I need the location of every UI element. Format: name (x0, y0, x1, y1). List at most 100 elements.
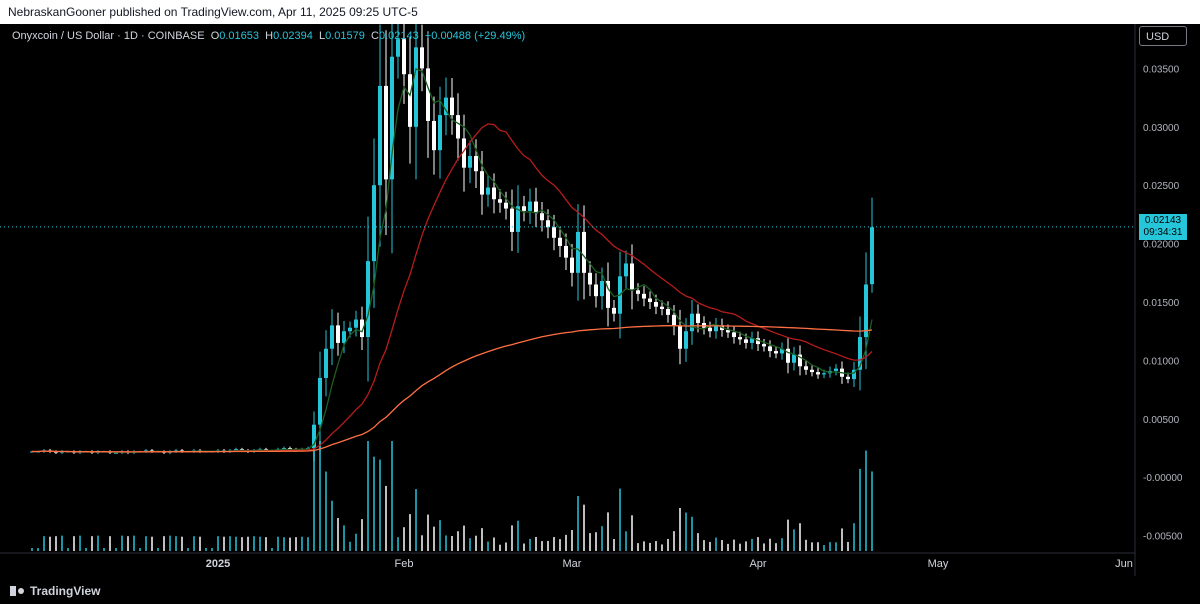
candle-body (732, 332, 736, 338)
volume-bar (79, 535, 81, 551)
candle-body (546, 220, 550, 228)
volume-bar (607, 512, 609, 551)
volume-bar (709, 541, 711, 551)
volume-bar (343, 525, 345, 551)
candle-body (690, 313, 694, 332)
volume-bar (181, 536, 183, 551)
candle-body (282, 448, 286, 450)
volume-bar (553, 537, 555, 551)
volume-bar (775, 543, 777, 551)
y-tick-label: 0.02500 (1143, 181, 1180, 192)
candle-body (486, 187, 490, 195)
volume-bar (397, 537, 399, 551)
y-tick-label: 0.03500 (1143, 64, 1180, 75)
candle-body (582, 231, 586, 273)
low-value: 0.01579 (325, 30, 365, 42)
volume-bar (499, 544, 501, 551)
candle-body (366, 261, 370, 338)
price-chart[interactable]: 0.03500 0.03000 0.02500 0.02000 0.01500 0.010… (0, 24, 1200, 576)
volume-bar (619, 488, 621, 551)
volume-bar (769, 538, 771, 551)
x-tick-label: Jun (1115, 558, 1133, 570)
volume-bar (103, 548, 105, 551)
volume-bar (841, 528, 843, 551)
volume-bar (835, 542, 837, 551)
volume-bar (469, 538, 471, 551)
candle-body (786, 348, 790, 363)
volume-bar (391, 441, 393, 551)
volume-bar (487, 541, 489, 551)
candle-body (480, 171, 484, 195)
volume-bar (859, 468, 861, 551)
volume-bar (517, 520, 519, 551)
volume-bar (649, 542, 651, 551)
volume-bar (415, 489, 417, 551)
x-tick-label: May (928, 558, 949, 570)
volume-bar (283, 537, 285, 551)
candle-body (600, 280, 604, 297)
high-value: 0.02394 (273, 30, 313, 42)
volume-bar (481, 528, 483, 551)
candle-body (396, 39, 400, 57)
candle-body (672, 314, 676, 326)
volume-bar (721, 540, 723, 551)
volume-bar (559, 539, 561, 551)
y-tick-label: -0.00000 (1143, 473, 1183, 484)
y-tick-label: 0.03000 (1143, 123, 1180, 134)
volume-bar (457, 531, 459, 551)
volume-bar (703, 540, 705, 551)
candle-body (348, 327, 352, 332)
candle-body (792, 354, 796, 363)
open-value: 0.01653 (219, 30, 260, 42)
candle-body (384, 85, 388, 180)
volume-bar (55, 536, 57, 551)
candle-body (636, 290, 640, 294)
volume-bar (421, 535, 423, 551)
volume-bar (97, 535, 99, 551)
low-label: L (318, 30, 326, 42)
candle-body (810, 369, 814, 373)
volume-bar (319, 441, 321, 551)
volume-bar (199, 536, 201, 551)
volume-bar (139, 548, 141, 551)
volume-bar (853, 523, 855, 551)
candle-body (762, 344, 766, 347)
footer-bar (0, 576, 1200, 604)
x-tick-label: 2025 (206, 558, 230, 570)
volume-bar (811, 542, 813, 551)
symbol-legend: Onyxcoin / US Dollar · 1D · COINBASE O0.… (12, 30, 525, 42)
currency-button[interactable]: USD (1139, 26, 1187, 46)
volume-bar (61, 535, 63, 551)
volume-bar (313, 441, 315, 551)
volume-bar (865, 450, 867, 551)
candle-body (342, 331, 346, 343)
y-tick-label: -0.00500 (1143, 532, 1183, 543)
candle-body (414, 47, 418, 127)
candle-body (780, 348, 784, 354)
volume-bar (301, 536, 303, 551)
candle-body (612, 307, 616, 314)
volume-bar (187, 548, 189, 551)
candle-body (438, 115, 442, 151)
volume-bar (577, 496, 579, 551)
volume-bar (277, 536, 279, 551)
candle-body (372, 185, 376, 262)
candle-body (804, 366, 808, 370)
volume-bar (733, 539, 735, 551)
candle-body (468, 156, 472, 168)
candle-body (750, 338, 754, 343)
volume-bar (445, 535, 447, 551)
candle-body (774, 351, 778, 354)
volume-bar (43, 536, 45, 551)
candle-body (360, 319, 364, 338)
publish-header: NebraskanGooner published on TradingView… (0, 0, 1200, 24)
volume-bar (541, 541, 543, 551)
volume-bar (37, 548, 39, 551)
volume-bar (505, 542, 507, 551)
candle-body (390, 56, 394, 180)
brand-name: TradingView (30, 584, 101, 598)
candle-body (504, 202, 508, 209)
candle-body (834, 368, 838, 371)
candle-body (654, 302, 658, 307)
candle-body (768, 346, 772, 352)
